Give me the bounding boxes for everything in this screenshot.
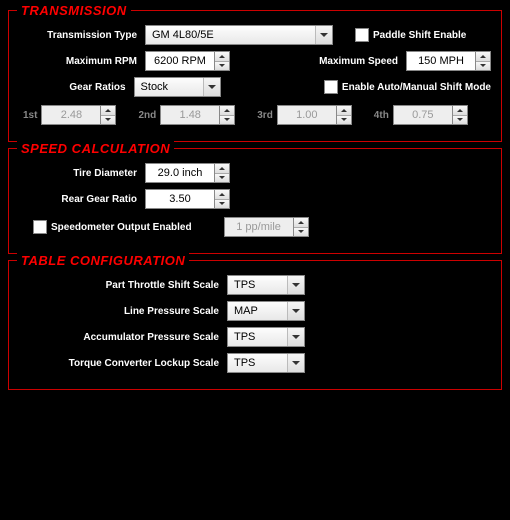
spin-up-icon[interactable] [337, 106, 351, 116]
transmission-panel: TRANSMISSION Transmission Type GM 4L80/5… [8, 10, 502, 142]
speedo-spinner[interactable]: 1 pp/mile [224, 217, 309, 237]
auto-manual-label: Enable Auto/Manual Shift Mode [342, 82, 491, 93]
speedo-value: 1 pp/mile [224, 217, 293, 237]
speedo-checkbox[interactable] [33, 220, 47, 234]
spin-up-icon[interactable] [294, 218, 308, 228]
gear4-value: 0.75 [393, 105, 452, 125]
gear4-label: 4th [374, 110, 389, 121]
gear3-spinner[interactable]: 1.00 [277, 105, 352, 125]
max-speed-value[interactable]: 150 MPH [406, 51, 475, 71]
pts-label: Part Throttle Shift Scale [19, 280, 227, 291]
tire-diameter-value[interactable]: 29.0 inch [145, 163, 214, 183]
transmission-type-label: Transmission Type [19, 30, 145, 41]
spin-down-icon[interactable] [215, 200, 229, 209]
chevron-down-icon [203, 78, 220, 96]
aps-label: Accumulator Pressure Scale [19, 332, 227, 343]
gear-ratios-dropdown[interactable]: Stock [134, 77, 221, 97]
spin-down-icon[interactable] [453, 116, 467, 125]
rear-gear-spinner[interactable]: 3.50 [145, 189, 230, 209]
spin-up-icon[interactable] [215, 190, 229, 200]
spin-up-icon[interactable] [476, 52, 490, 62]
gear1-label: 1st [23, 110, 37, 121]
gear-ratios-value: Stock [141, 81, 203, 93]
spin-down-icon[interactable] [215, 174, 229, 183]
aps-value: TPS [234, 331, 287, 343]
gear-ratios-label: Gear Ratios [19, 82, 134, 93]
table-config-panel: TABLE CONFIGURATION Part Throttle Shift … [8, 260, 502, 390]
lp-dropdown[interactable]: MAP [227, 301, 305, 321]
paddle-shift-label: Paddle Shift Enable [373, 30, 466, 41]
tcls-label: Torque Converter Lockup Scale [19, 358, 227, 369]
tcls-value: TPS [234, 357, 287, 369]
chevron-down-icon [287, 276, 304, 294]
gear3-value: 1.00 [277, 105, 336, 125]
tire-diameter-label: Tire Diameter [19, 168, 145, 179]
chevron-down-icon [315, 26, 332, 44]
tcls-dropdown[interactable]: TPS [227, 353, 305, 373]
speed-title: SPEED CALCULATION [17, 141, 174, 156]
spin-down-icon[interactable] [337, 116, 351, 125]
spin-down-icon[interactable] [215, 62, 229, 71]
pts-dropdown[interactable]: TPS [227, 275, 305, 295]
spin-up-icon[interactable] [220, 106, 234, 116]
speedo-label: Speedometer Output Enabled [51, 222, 192, 233]
max-rpm-label: Maximum RPM [19, 56, 145, 67]
rear-gear-value[interactable]: 3.50 [145, 189, 214, 209]
paddle-shift-checkbox[interactable] [355, 28, 369, 42]
spin-down-icon[interactable] [476, 62, 490, 71]
transmission-title: TRANSMISSION [17, 3, 131, 18]
chevron-down-icon [287, 302, 304, 320]
transmission-type-value: GM 4L80/5E [152, 29, 315, 41]
transmission-type-dropdown[interactable]: GM 4L80/5E [145, 25, 333, 45]
table-config-title: TABLE CONFIGURATION [17, 253, 189, 268]
gear2-label: 2nd [138, 110, 156, 121]
gear3-label: 3rd [257, 110, 273, 121]
lp-label: Line Pressure Scale [19, 306, 227, 317]
max-speed-label: Maximum Speed [303, 56, 406, 67]
lp-value: MAP [234, 305, 287, 317]
gear4-spinner[interactable]: 0.75 [393, 105, 468, 125]
pts-value: TPS [234, 279, 287, 291]
spin-down-icon[interactable] [294, 228, 308, 237]
max-rpm-spinner[interactable]: 6200 RPM [145, 51, 230, 71]
aps-dropdown[interactable]: TPS [227, 327, 305, 347]
rear-gear-label: Rear Gear Ratio [19, 194, 145, 205]
auto-manual-checkbox[interactable] [324, 80, 338, 94]
spin-up-icon[interactable] [453, 106, 467, 116]
spin-up-icon[interactable] [215, 52, 229, 62]
max-rpm-value[interactable]: 6200 RPM [145, 51, 214, 71]
spin-down-icon[interactable] [101, 116, 115, 125]
tire-diameter-spinner[interactable]: 29.0 inch [145, 163, 230, 183]
gear2-spinner[interactable]: 1.48 [160, 105, 235, 125]
gear1-value: 2.48 [41, 105, 100, 125]
speed-panel: SPEED CALCULATION Tire Diameter 29.0 inc… [8, 148, 502, 254]
chevron-down-icon [287, 354, 304, 372]
spin-up-icon[interactable] [215, 164, 229, 174]
spin-up-icon[interactable] [101, 106, 115, 116]
gear2-value: 1.48 [160, 105, 219, 125]
gear1-spinner[interactable]: 2.48 [41, 105, 116, 125]
max-speed-spinner[interactable]: 150 MPH [406, 51, 491, 71]
spin-down-icon[interactable] [220, 116, 234, 125]
chevron-down-icon [287, 328, 304, 346]
